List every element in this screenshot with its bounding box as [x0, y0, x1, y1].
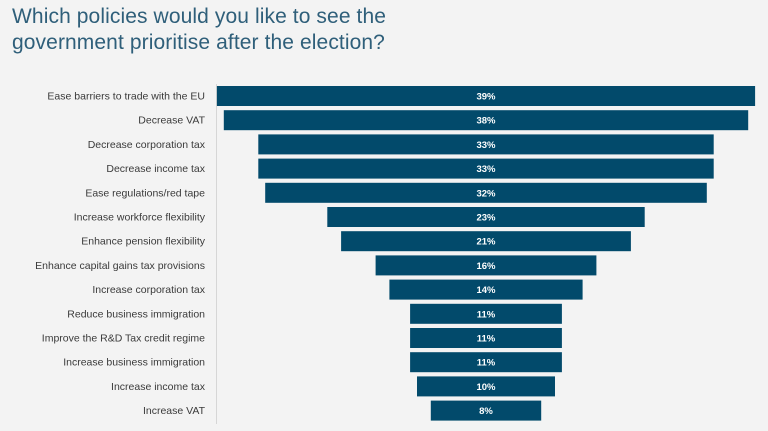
bar-12 — [417, 376, 555, 397]
bar-value-label: 8% — [479, 406, 493, 417]
category-labels-layer: Ease barriers to trade with the EU Decrea… — [35, 91, 206, 418]
bar-1 — [223, 110, 749, 131]
bar-value-label: 11% — [477, 309, 496, 320]
bars-layer: 39% 38% 33% 33% 32% 23% 21% 16% 14% 11% 11% 11% 10% 8… — [216, 86, 756, 421]
bar-value-label: 38% — [476, 116, 496, 127]
bar-7 — [375, 255, 597, 276]
bar-8 — [389, 279, 583, 300]
category-label: Improve the R&D Tax credit regime — [42, 333, 205, 345]
category-label: Decrease income tax — [106, 163, 205, 175]
bar-value-label: 32% — [476, 188, 496, 199]
bar-value-label: 16% — [476, 261, 496, 272]
category-label: Ease regulations/red tape — [85, 187, 205, 199]
bar-value-label: 39% — [476, 92, 496, 103]
bar-9 — [410, 303, 562, 324]
bar-value-label: 23% — [476, 213, 496, 224]
bar-value-label: 33% — [476, 140, 496, 151]
bar-10 — [410, 328, 562, 348]
bar-5 — [327, 207, 645, 227]
category-label: Increase income tax — [111, 381, 206, 393]
category-label: Ease barriers to trade with the EU — [47, 91, 205, 103]
bar-value-label: 11% — [477, 358, 496, 369]
category-label: Decrease VAT — [138, 115, 205, 127]
bar-value-label: 14% — [476, 285, 496, 296]
category-label: Increase corporation tax — [92, 284, 205, 296]
category-label: Increase workforce flexibility — [74, 212, 206, 224]
category-label: Reduce business immigration — [67, 308, 205, 320]
bar-2 — [258, 134, 714, 155]
category-label: Decrease corporation tax — [88, 139, 206, 151]
bar-value-label: 21% — [476, 237, 496, 248]
bar-value-label: 10% — [476, 382, 496, 393]
chart-title: Which policies would you like to see the… — [12, 5, 387, 54]
bar-6 — [341, 231, 631, 252]
bar-3 — [258, 158, 714, 179]
category-label: Enhance pension flexibility — [81, 236, 205, 248]
category-label: Increase VAT — [143, 405, 206, 417]
bar-value-label: 11% — [477, 334, 496, 345]
bar-value-label: 33% — [476, 164, 496, 175]
bar-4 — [265, 182, 707, 203]
bar-13 — [430, 400, 542, 421]
bar-0 — [216, 86, 756, 106]
category-label: Enhance capital gains tax provisions — [35, 260, 205, 272]
category-label: Increase business immigration — [63, 357, 205, 369]
bar-11 — [410, 352, 562, 373]
